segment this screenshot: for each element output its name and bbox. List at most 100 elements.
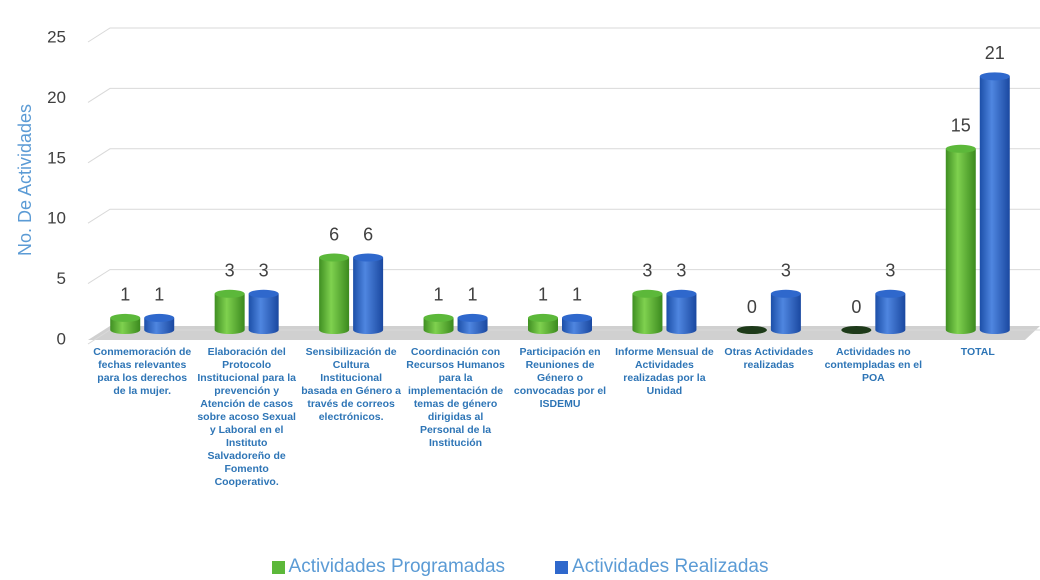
data-label: 6 [329, 224, 339, 244]
x-tick-label: Participación en Reuniones de Género o c… [513, 346, 607, 410]
grid-line [87, 87, 1040, 103]
bar-top [841, 326, 872, 334]
bar-top [875, 289, 906, 298]
data-label: 1 [120, 285, 130, 305]
bar-top [632, 289, 663, 298]
bar-top [353, 253, 384, 262]
bar-top [319, 253, 350, 262]
x-tick-label: Conmemoración de fechas relevantes para … [93, 346, 192, 397]
legend-swatch [555, 560, 569, 574]
y-tick-label: 20 [47, 88, 66, 107]
bar [214, 289, 245, 334]
data-label: 1 [468, 285, 478, 305]
bar-top [457, 313, 488, 322]
bar [457, 313, 488, 334]
bar-body [423, 317, 454, 334]
bar-body [979, 76, 1010, 334]
bar-body [353, 257, 384, 334]
bar [770, 289, 801, 334]
bar-top [214, 289, 245, 298]
legend-swatch [271, 560, 285, 574]
bar-body [875, 293, 906, 334]
legend-item: Actividades Realizadas [555, 556, 768, 578]
bar-body [110, 317, 141, 334]
x-tick-label: Elaboración del Protocolo Institucional … [197, 346, 296, 488]
bar [736, 326, 767, 334]
bar [562, 313, 592, 334]
data-label: 3 [259, 261, 269, 281]
bar-body [632, 293, 663, 334]
x-tick-label: Sensibilización de Cultura Institucional… [301, 346, 401, 423]
bar-top [666, 289, 697, 298]
x-tick-label: Informe Mensual de Actividades realizada… [615, 346, 714, 397]
grid-line [87, 329, 1040, 345]
legend-label: Actividades Realizadas [572, 556, 769, 577]
bar-top [144, 313, 175, 322]
data-label: 3 [781, 261, 791, 281]
y-tick-label: 25 [47, 27, 66, 46]
data-label: 1 [154, 285, 164, 305]
bar [110, 313, 141, 334]
bar [666, 289, 697, 334]
data-label: 21 [985, 43, 1005, 63]
data-label: 3 [885, 261, 895, 281]
bar-body [214, 293, 245, 334]
y-tick-label: 10 [47, 209, 66, 228]
bar [353, 253, 384, 334]
bar-body [248, 293, 279, 334]
y-tick-label: 5 [57, 269, 66, 288]
bar-body [144, 317, 175, 334]
data-label: 3 [225, 261, 235, 281]
bar-body [457, 317, 488, 334]
bar-body [770, 293, 801, 334]
x-tick-label: Otras Actividades realizadas [724, 346, 814, 371]
legend-label: Actividades Programadas [288, 556, 506, 577]
y-tick-label: 15 [47, 148, 66, 167]
bar-body [319, 257, 350, 334]
bar-top [736, 326, 767, 334]
data-label: 6 [363, 224, 373, 244]
bar [875, 289, 906, 334]
data-label: 1 [538, 285, 548, 305]
bar [248, 289, 279, 334]
x-tick-label: TOTAL [960, 346, 995, 358]
data-label: 1 [572, 285, 582, 305]
data-label: 1 [434, 285, 444, 305]
bar [841, 326, 872, 334]
bar [528, 313, 558, 334]
bar [423, 313, 454, 334]
grid-line [87, 208, 1040, 224]
bar [319, 253, 350, 334]
bar [979, 72, 1010, 334]
bar-top [562, 313, 592, 322]
bar-top [110, 313, 141, 322]
grid-line [87, 27, 1040, 43]
bar-top [945, 144, 976, 153]
bar-top [248, 289, 279, 298]
bar-body [528, 317, 558, 334]
bar-top [979, 72, 1010, 81]
grid-line [87, 148, 1040, 164]
legend: Actividades Programadas Actividades Reali… [0, 556, 1040, 578]
grid-line [87, 269, 1040, 285]
data-label: 15 [951, 116, 971, 136]
y-axis-title: No. De Actividades [15, 104, 35, 256]
bar-body [666, 293, 697, 334]
data-label: 3 [642, 261, 652, 281]
bar [632, 289, 663, 334]
data-label: 3 [676, 261, 686, 281]
bar-body [562, 317, 592, 334]
x-tick-label: Coordinación con Recursos Humanos para l… [406, 346, 505, 449]
data-label: 0 [851, 297, 861, 317]
bar-top [770, 289, 801, 298]
legend-item: Actividades Programadas [271, 556, 506, 578]
bar-body [945, 148, 976, 334]
y-tick-label: 0 [57, 329, 66, 348]
bar [144, 313, 175, 334]
bar [945, 144, 976, 334]
data-label: 0 [747, 297, 757, 317]
x-tick-label: Actividades no contempladas en el POA [824, 346, 923, 384]
bar-top [528, 313, 558, 322]
